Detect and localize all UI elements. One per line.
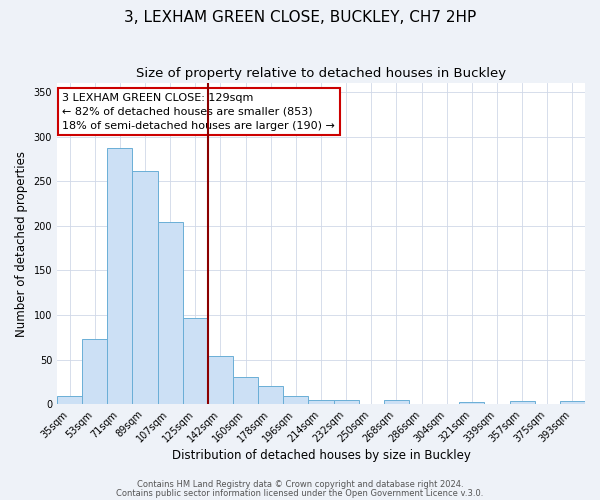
Title: Size of property relative to detached houses in Buckley: Size of property relative to detached ho… — [136, 68, 506, 80]
Bar — [183, 318, 208, 404]
Bar — [208, 356, 233, 404]
Bar — [560, 402, 585, 404]
Bar — [57, 396, 82, 404]
Bar — [82, 339, 107, 404]
Y-axis label: Number of detached properties: Number of detached properties — [15, 150, 28, 336]
Bar — [509, 402, 535, 404]
Text: 3, LEXHAM GREEN CLOSE, BUCKLEY, CH7 2HP: 3, LEXHAM GREEN CLOSE, BUCKLEY, CH7 2HP — [124, 10, 476, 25]
Text: Contains public sector information licensed under the Open Government Licence v.: Contains public sector information licen… — [116, 489, 484, 498]
Bar — [283, 396, 308, 404]
Bar — [334, 400, 359, 404]
Bar — [158, 222, 183, 404]
Text: 3 LEXHAM GREEN CLOSE: 129sqm
← 82% of detached houses are smaller (853)
18% of s: 3 LEXHAM GREEN CLOSE: 129sqm ← 82% of de… — [62, 92, 335, 130]
Bar — [459, 402, 484, 404]
Bar — [133, 172, 158, 404]
Bar — [233, 376, 258, 404]
Bar — [384, 400, 409, 404]
X-axis label: Distribution of detached houses by size in Buckley: Distribution of detached houses by size … — [172, 450, 470, 462]
Bar — [107, 148, 133, 404]
Bar — [258, 386, 283, 404]
Text: Contains HM Land Registry data © Crown copyright and database right 2024.: Contains HM Land Registry data © Crown c… — [137, 480, 463, 489]
Bar — [308, 400, 334, 404]
